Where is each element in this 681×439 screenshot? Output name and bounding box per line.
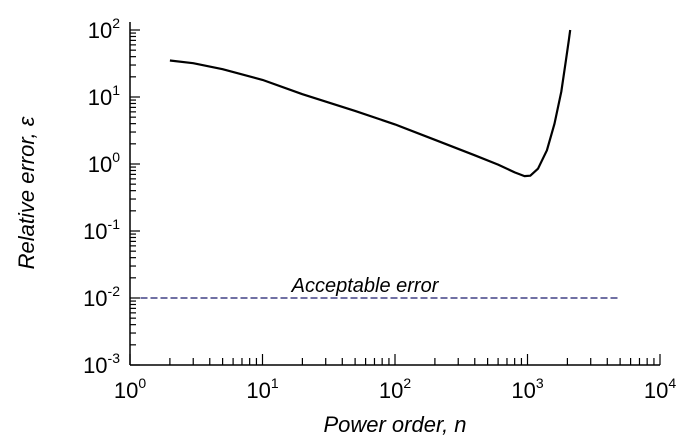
x-tick-label: 103 <box>511 375 543 403</box>
x-axis-tick-labels: 100 101 102 103 104 <box>114 375 676 403</box>
y-tick-label: 10-2 <box>83 283 120 311</box>
y-tick-label: 101 <box>88 82 120 110</box>
x-tick-label: 102 <box>379 375 411 403</box>
plot-frame <box>129 22 660 366</box>
y-tick-label: 100 <box>88 149 120 177</box>
y-tick-label: 102 <box>88 15 120 43</box>
x-tick-label: 100 <box>114 375 146 403</box>
error-curve <box>169 29 572 178</box>
acceptable-error-label: Acceptable error <box>291 275 440 297</box>
y-axis-label: Relative error, ε <box>14 116 39 269</box>
y-tick-label: 10-3 <box>83 350 120 378</box>
y-axis-tick-labels: 10-3 10-2 10-1 100 101 102 <box>83 15 120 378</box>
data-series <box>169 29 572 178</box>
x-axis-ticks <box>129 354 661 365</box>
y-axis-ticks <box>130 29 140 366</box>
y-tick-label: 10-1 <box>83 216 120 244</box>
x-tick-label: 101 <box>246 375 278 403</box>
x-axis-label: Power order, n <box>323 412 466 437</box>
reference-lines: Acceptable error <box>140 275 621 299</box>
x-tick-label: 104 <box>644 375 676 403</box>
